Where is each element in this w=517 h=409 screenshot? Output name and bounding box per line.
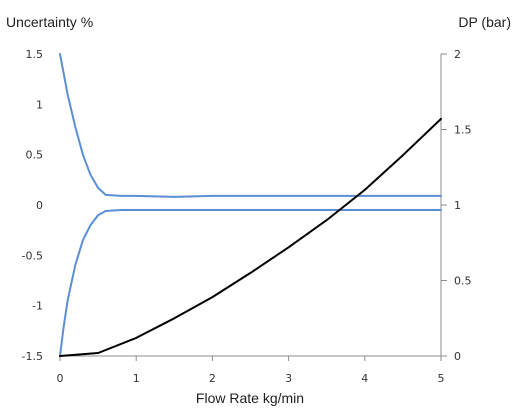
right-axis-ticks: 0 0.5 1 1.5 2 <box>441 48 472 363</box>
x-tick-label: 1 <box>133 372 140 385</box>
left-tick-label: 0.5 <box>26 149 44 162</box>
uncertainty-series-line-1 <box>60 210 441 356</box>
x-tick-label: 5 <box>438 372 445 385</box>
uncertainty-series-line-0 <box>60 54 441 197</box>
left-tick-label: -0.5 <box>22 249 43 262</box>
left-tick-label: 1 <box>36 98 43 111</box>
x-tick-label: 2 <box>209 372 216 385</box>
dp-series-line <box>60 119 441 356</box>
x-axis-ticks: 0 1 2 3 4 5 <box>57 356 445 385</box>
left-tick-label: 1.5 <box>26 48 44 61</box>
left-axis-title: Uncertainty % <box>6 14 93 30</box>
right-tick-label: 2 <box>454 48 461 61</box>
right-tick-label: 1.5 <box>454 124 472 137</box>
x-tick-label: 0 <box>57 372 64 385</box>
x-tick-label: 3 <box>285 372 292 385</box>
series-layer <box>60 54 441 356</box>
right-tick-label: 0 <box>454 350 461 363</box>
right-tick-label: 0.5 <box>454 275 472 288</box>
left-axis-ticks: -1.5 -1 -0.5 0 0.5 1 1.5 <box>22 48 43 363</box>
left-tick-label: 0 <box>36 199 43 212</box>
left-tick-label: -1.5 <box>22 350 43 363</box>
x-tick-label: 4 <box>361 372 368 385</box>
right-axis-title: DP (bar) <box>458 14 511 30</box>
x-axis-title: Flow Rate kg/min <box>196 390 304 406</box>
right-tick-label: 1 <box>454 199 461 212</box>
left-tick-label: -1 <box>32 300 43 313</box>
